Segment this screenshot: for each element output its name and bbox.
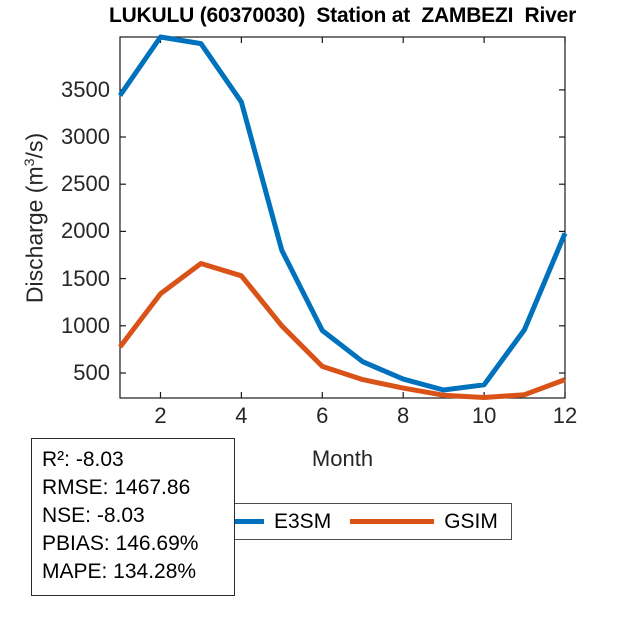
stats-annotation-box: R²: -8.03 RMSE: 1467.86 NSE: -8.03 PBIAS… [31, 438, 235, 596]
y-tick-label: 3500 [61, 76, 110, 102]
stat-mape: MAPE: 134.28% [42, 560, 197, 583]
y-axis-label-units: /s) [21, 132, 48, 159]
y-tick-label: 3000 [61, 124, 110, 150]
y-axis-label-text: Discharge (m [21, 166, 48, 304]
stat-nse: NSE: -8.03 [42, 504, 145, 527]
y-tick-label: 2500 [61, 171, 110, 197]
x-tick-label: 6 [316, 403, 329, 428]
x-tick-label: 8 [397, 403, 410, 428]
x-tick-label: 4 [235, 403, 248, 428]
stat-r2: R²: -8.03 [42, 448, 124, 471]
y-tick-label: 1500 [61, 265, 110, 291]
legend-label-e3sm: E3SM [274, 509, 332, 533]
x-tick-label: 12 [552, 403, 578, 428]
legend-line-gsim [350, 519, 435, 524]
chart-title: LUKULU (60370030) Station at ZAMBEZI Riv… [108, 4, 577, 27]
x-axis-label: Month [311, 446, 374, 471]
y-tick-label: 1000 [61, 312, 110, 338]
legend-label-gsim: GSIM [444, 509, 498, 533]
y-tick-label: 500 [73, 359, 110, 385]
stat-pbias: PBIAS: 146.69% [42, 532, 199, 555]
y-axis-label-superscript: 3 [22, 158, 38, 167]
y-tick-label: 2000 [61, 218, 110, 244]
x-tick-label: 10 [471, 403, 497, 428]
y-axis-label: Discharge (m3/s) [15, 48, 48, 388]
x-tick-label: 2 [154, 403, 167, 428]
stat-rmse: RMSE: 1467.86 [42, 476, 191, 499]
